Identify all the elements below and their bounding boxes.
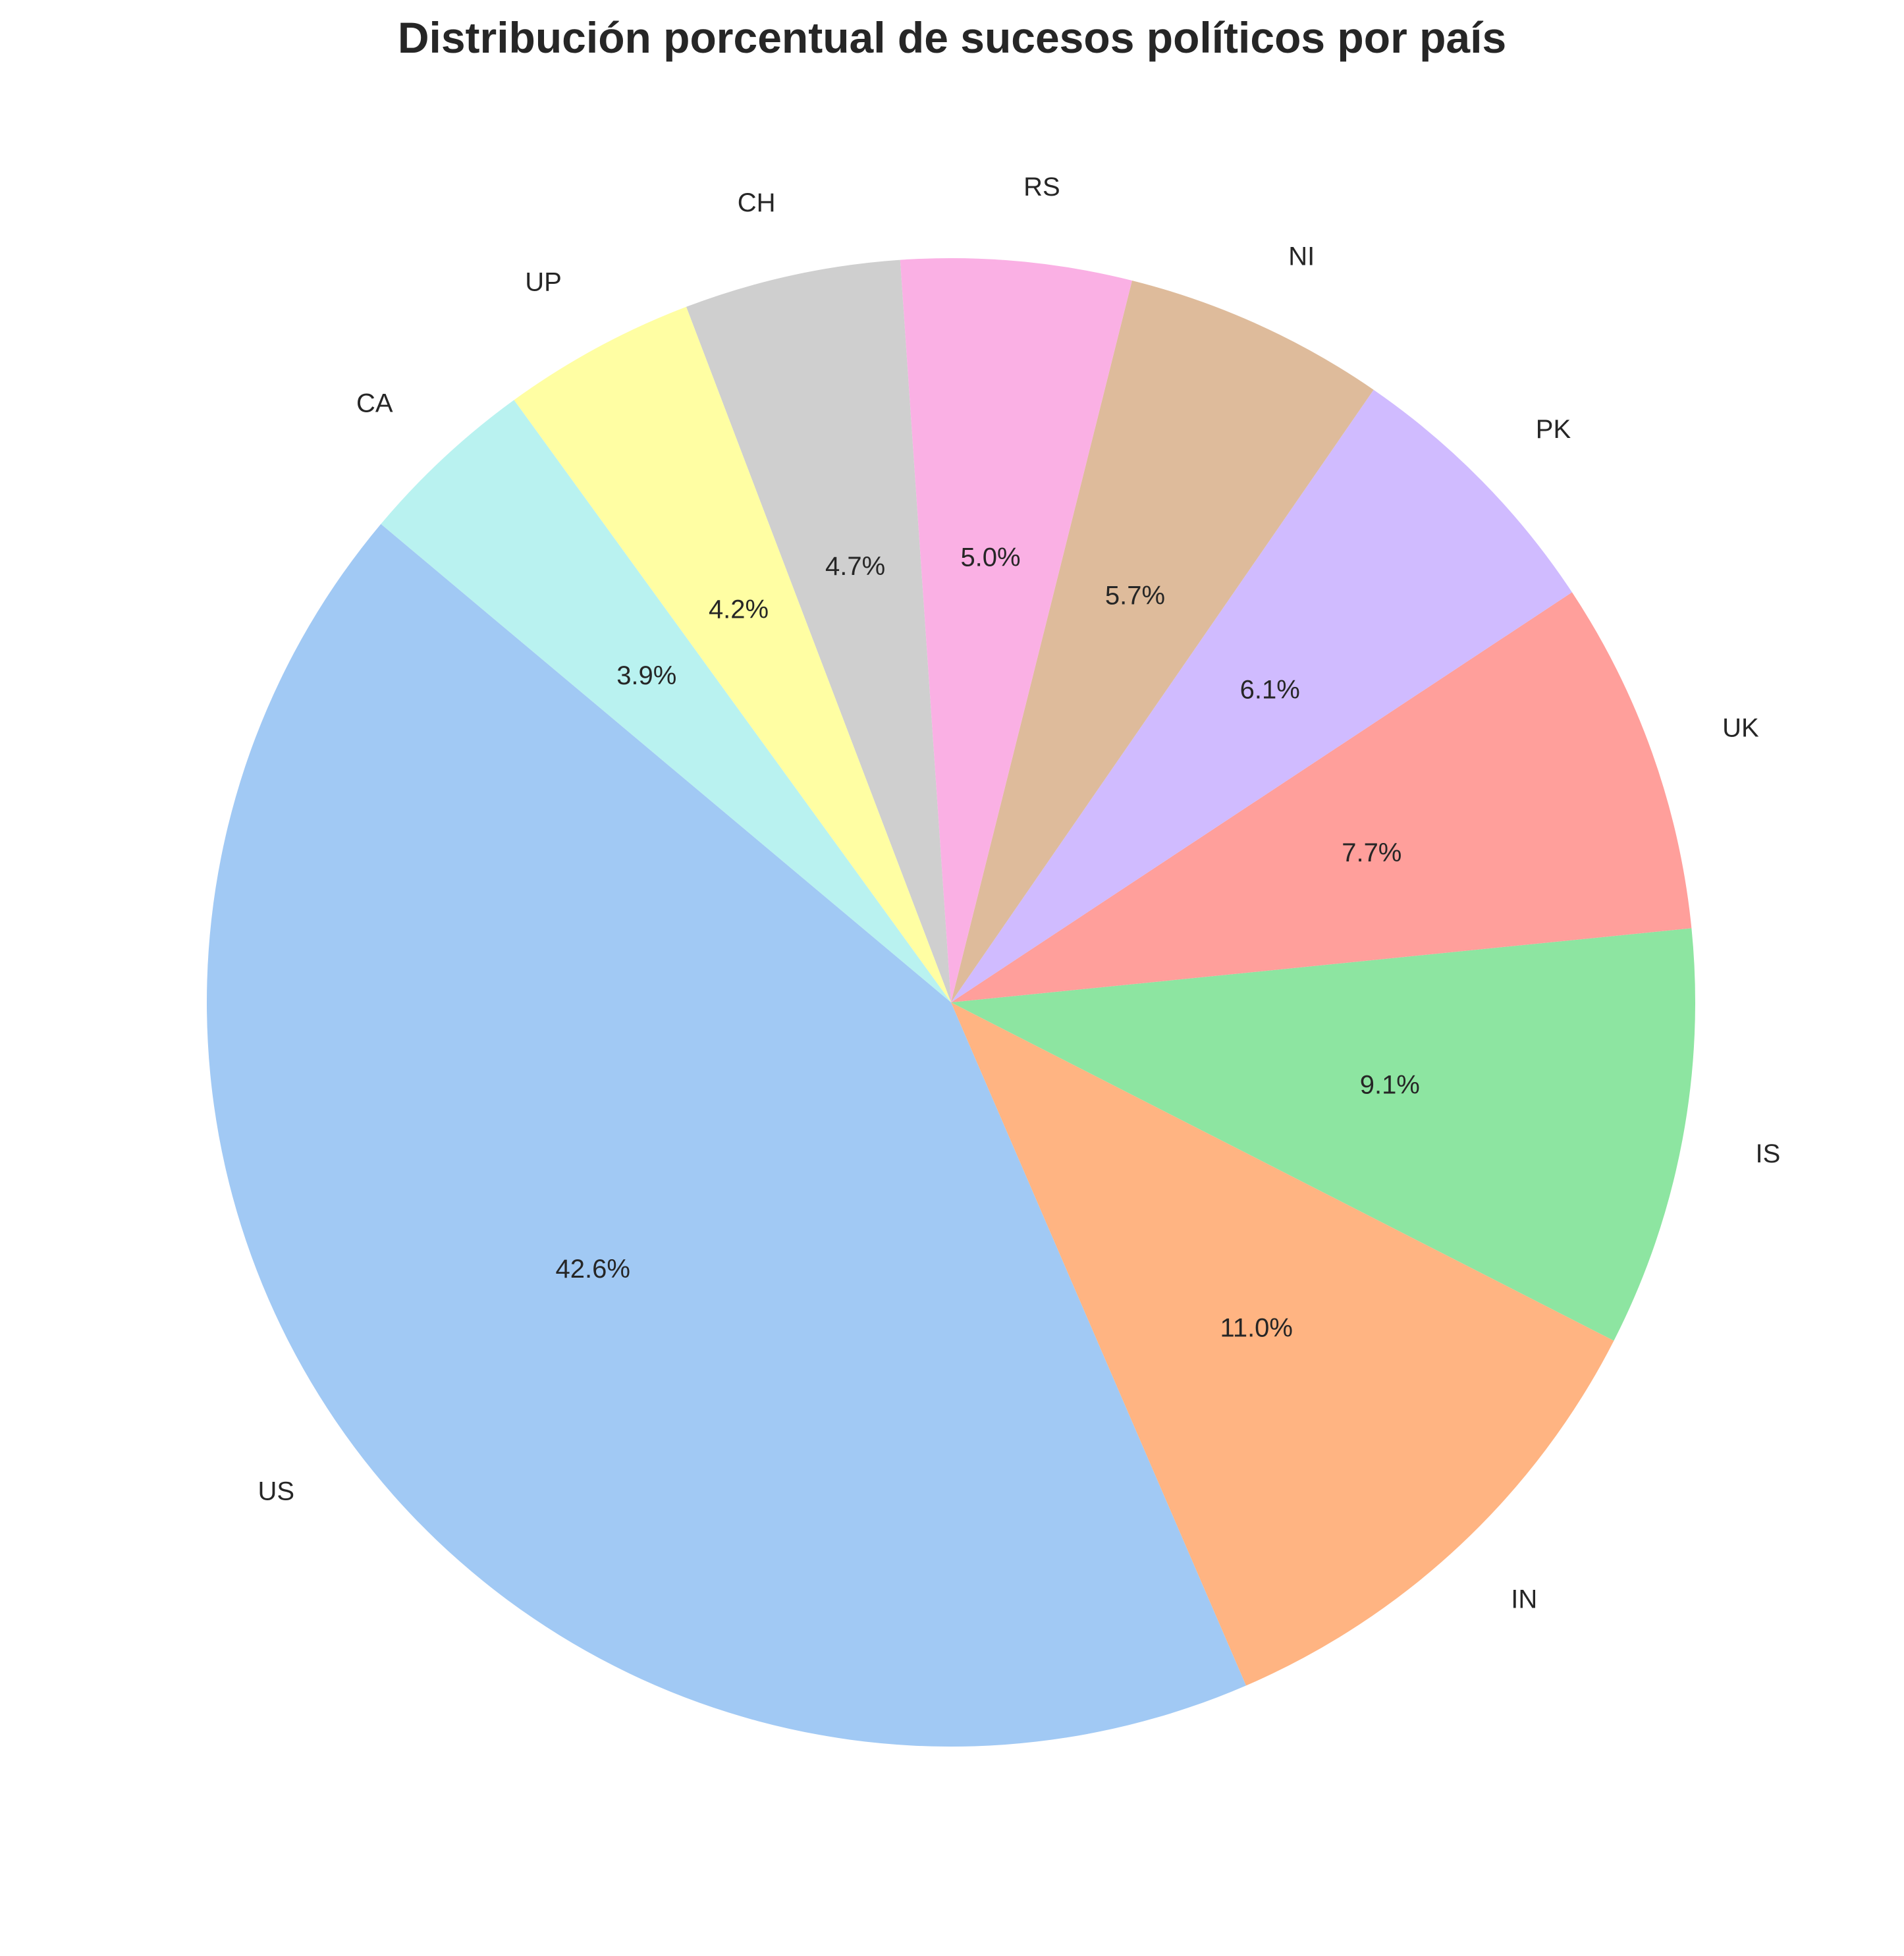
pie-slice-in (951, 1002, 1614, 1686)
slice-label-us: US (258, 1477, 295, 1506)
slice-label-in: IN (1511, 1585, 1537, 1614)
slices-layer (207, 258, 1695, 1747)
percent-label-ni: 5.7% (1105, 581, 1165, 610)
slice-label-ch: CH (738, 188, 776, 217)
pie-slice-ni (951, 280, 1374, 1002)
slice-label-rs: RS (1023, 173, 1060, 202)
percent-label-pk: 6.1% (1240, 675, 1300, 704)
slice-label-pk: PK (1536, 415, 1571, 444)
percent-label-uk: 7.7% (1342, 838, 1401, 867)
pie-slice-ca (381, 400, 951, 1002)
percent-label-us: 42.6% (556, 1255, 630, 1284)
percent-label-is: 9.1% (1360, 1070, 1420, 1099)
slice-label-is: IS (1756, 1139, 1781, 1168)
pie-slice-us (207, 524, 1247, 1747)
percent-label-in: 11.0% (1220, 1314, 1293, 1343)
percent-label-up: 4.2% (709, 595, 769, 624)
slice-label-ca: CA (356, 389, 393, 418)
pie-slice-rs (900, 258, 1132, 1002)
pie-slice-up (514, 306, 951, 1002)
pie-slice-is (951, 928, 1695, 1341)
labels-layer: 42.6% US 11.0% IN 9.1% IS 7.7% UK 6.1% PK 5.7% NI 5.… (258, 173, 1781, 1614)
chart-title: Distribución porcentual de sucesos polít… (397, 13, 1507, 62)
percent-label-ca: 3.9% (616, 661, 676, 690)
pie-slice-pk (951, 389, 1572, 1002)
pie-slice-uk (951, 592, 1692, 1002)
percent-label-ch: 4.7% (825, 552, 885, 581)
slice-label-ni: NI (1288, 242, 1315, 271)
slice-label-up: UP (525, 268, 562, 297)
slice-label-uk: UK (1722, 713, 1759, 742)
pie-slice-ch (686, 259, 951, 1002)
percent-label-rs: 5.0% (960, 543, 1020, 572)
